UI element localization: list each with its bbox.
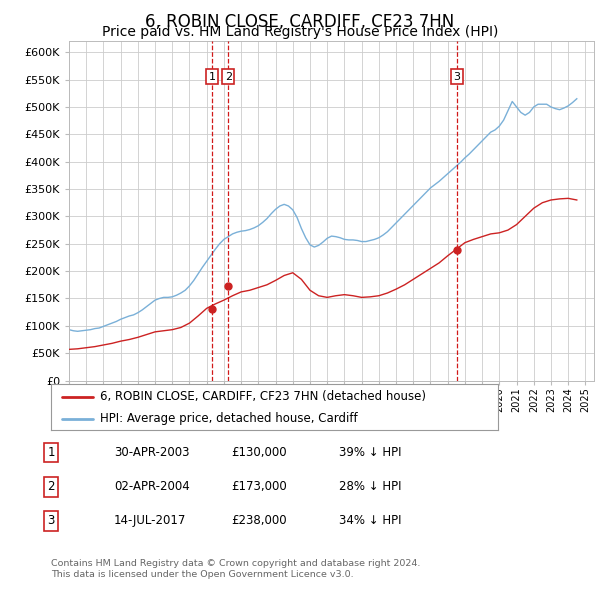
Text: 39% ↓ HPI: 39% ↓ HPI: [339, 446, 401, 459]
Text: This data is licensed under the Open Government Licence v3.0.: This data is licensed under the Open Gov…: [51, 571, 353, 579]
Text: 02-APR-2004: 02-APR-2004: [114, 480, 190, 493]
Text: 1: 1: [47, 446, 55, 459]
Text: 3: 3: [454, 72, 460, 82]
Text: 6, ROBIN CLOSE, CARDIFF, CF23 7HN (detached house): 6, ROBIN CLOSE, CARDIFF, CF23 7HN (detac…: [100, 391, 426, 404]
Text: 28% ↓ HPI: 28% ↓ HPI: [339, 480, 401, 493]
Text: £173,000: £173,000: [231, 480, 287, 493]
Text: 2: 2: [224, 72, 232, 82]
Text: 6, ROBIN CLOSE, CARDIFF, CF23 7HN: 6, ROBIN CLOSE, CARDIFF, CF23 7HN: [145, 13, 455, 31]
Text: HPI: Average price, detached house, Cardiff: HPI: Average price, detached house, Card…: [100, 412, 358, 425]
Text: 2: 2: [47, 480, 55, 493]
Text: 14-JUL-2017: 14-JUL-2017: [114, 514, 187, 527]
Text: £130,000: £130,000: [231, 446, 287, 459]
Text: 34% ↓ HPI: 34% ↓ HPI: [339, 514, 401, 527]
Text: 30-APR-2003: 30-APR-2003: [114, 446, 190, 459]
Text: 3: 3: [47, 514, 55, 527]
Text: Contains HM Land Registry data © Crown copyright and database right 2024.: Contains HM Land Registry data © Crown c…: [51, 559, 421, 568]
Text: Price paid vs. HM Land Registry's House Price Index (HPI): Price paid vs. HM Land Registry's House …: [102, 25, 498, 39]
Text: 1: 1: [209, 72, 216, 82]
Text: £238,000: £238,000: [231, 514, 287, 527]
